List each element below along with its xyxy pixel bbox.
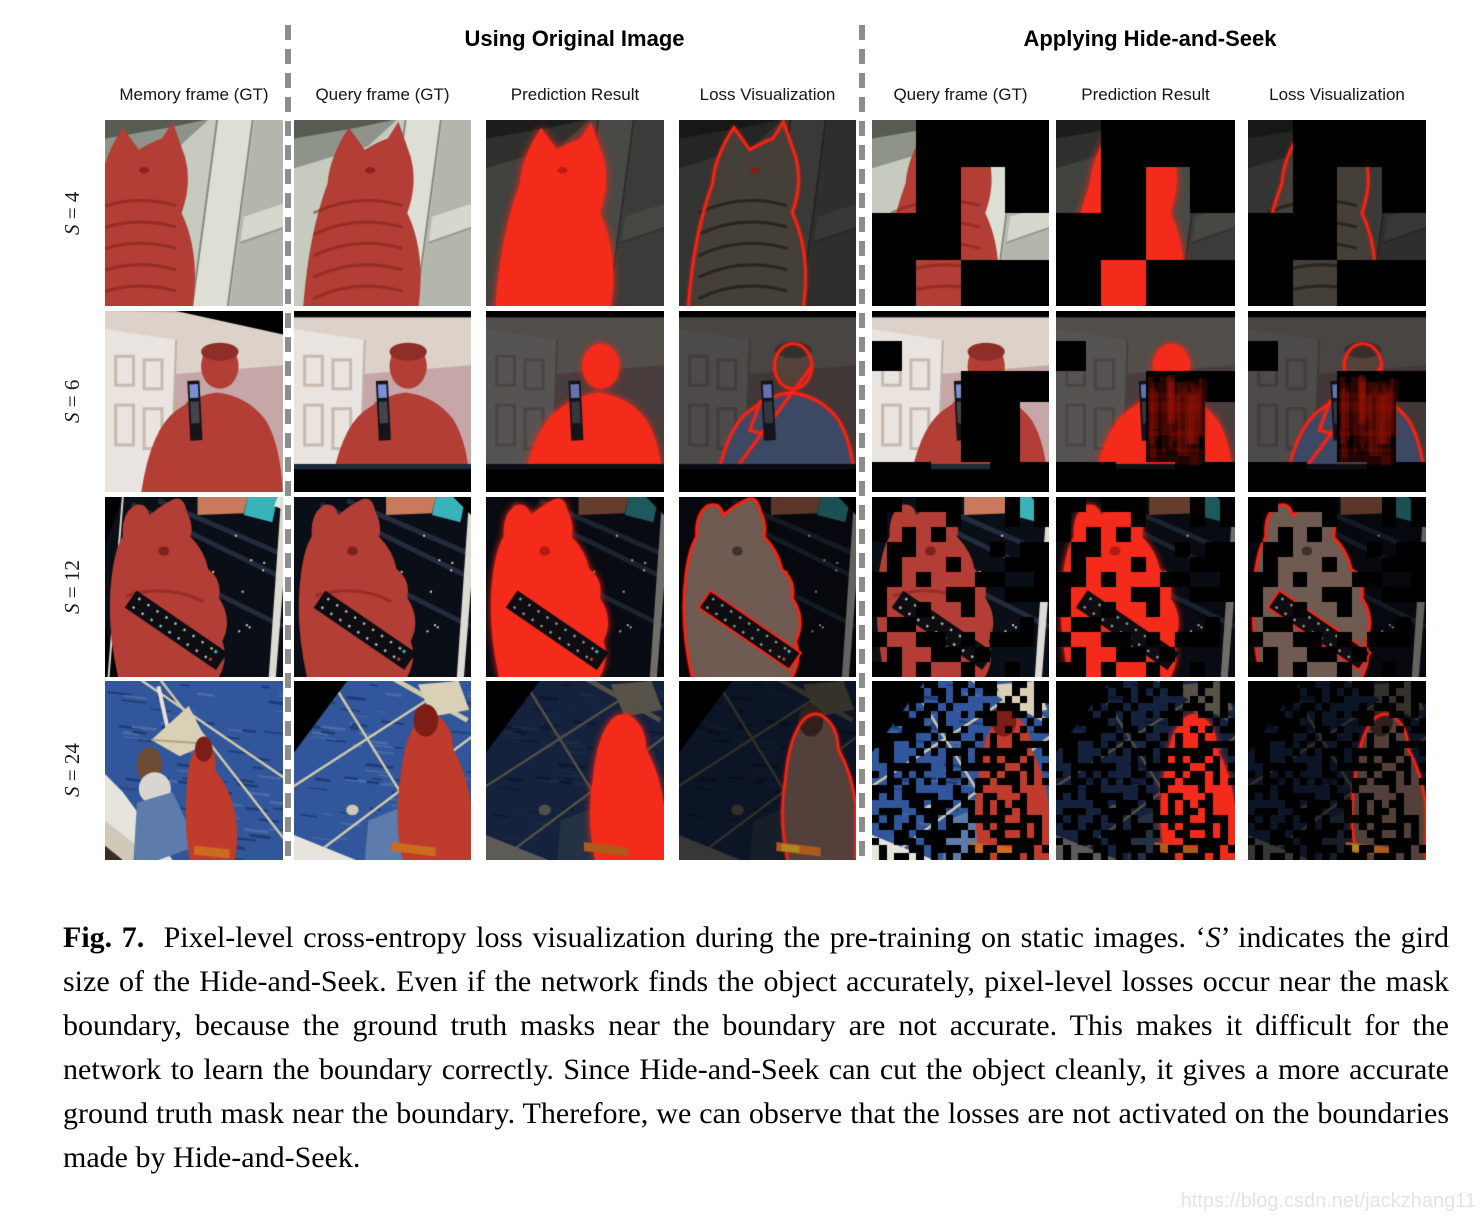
caption-text: ’ indicates the gird size of the Hide-an… xyxy=(63,921,1449,1174)
image-s4-hs-query xyxy=(872,120,1049,306)
image-s24-query xyxy=(294,681,471,860)
section-title-hide-and-seek: Applying Hide-and-Seek xyxy=(1023,26,1277,51)
row-label-s6: S = 6 xyxy=(60,379,84,424)
image-s6-hs-pred xyxy=(1056,311,1235,492)
caption-text: Pixel-level cross-entropy loss visualiza… xyxy=(144,921,1206,954)
section-divider-right xyxy=(859,25,865,863)
image-s6-hs-query xyxy=(872,311,1049,492)
image-s12-hs-loss xyxy=(1248,497,1426,677)
image-s6-loss xyxy=(679,311,856,492)
image-s12-pred xyxy=(486,497,664,677)
column-header-5: Prediction Result xyxy=(1081,85,1210,104)
column-header-3: Loss Visualization xyxy=(699,85,836,104)
image-s24-hs-loss xyxy=(1248,681,1426,860)
column-header-0: Memory frame (GT) xyxy=(119,85,269,104)
column-header-4: Query frame (GT) xyxy=(893,85,1028,104)
image-s24-memory xyxy=(105,681,283,860)
row-label-s12: S = 12 xyxy=(60,560,84,614)
image-s24-pred xyxy=(486,681,664,860)
image-s4-hs-loss xyxy=(1248,120,1426,306)
image-s6-pred xyxy=(486,311,664,492)
image-s4-hs-pred xyxy=(1056,120,1235,306)
image-s6-query xyxy=(294,311,471,492)
image-s4-pred xyxy=(486,120,664,306)
column-header-1: Query frame (GT) xyxy=(315,85,450,104)
image-s6-memory xyxy=(105,311,283,492)
row-label-s4: S = 4 xyxy=(60,191,84,235)
figure-caption: Fig. 7. Pixel-level cross-entropy loss v… xyxy=(63,916,1449,1180)
image-s6-hs-loss xyxy=(1248,311,1426,492)
image-s24-loss xyxy=(679,681,856,860)
image-s4-query xyxy=(294,120,471,306)
image-s12-hs-query xyxy=(872,497,1049,677)
image-s24-hs-query xyxy=(872,681,1049,860)
watermark-url: https://blog.csdn.net/jackzhang11 xyxy=(1180,1190,1476,1212)
column-header-6: Loss Visualization xyxy=(1269,85,1405,104)
row-label-s24: S = 24 xyxy=(60,743,84,798)
image-s12-hs-pred xyxy=(1056,497,1235,677)
image-s4-loss xyxy=(679,120,856,306)
caption-text: S xyxy=(1205,921,1221,954)
image-s12-query xyxy=(294,497,471,677)
image-s24-hs-pred xyxy=(1056,681,1235,860)
column-header-2: Prediction Result xyxy=(510,85,640,104)
caption-figure-number: Fig. 7. xyxy=(63,921,145,954)
section-title-original-image: Using Original Image xyxy=(464,26,685,51)
image-s12-memory xyxy=(105,497,283,677)
image-s12-loss xyxy=(679,497,856,677)
section-divider-left xyxy=(285,25,291,863)
image-s4-memory xyxy=(105,120,283,306)
